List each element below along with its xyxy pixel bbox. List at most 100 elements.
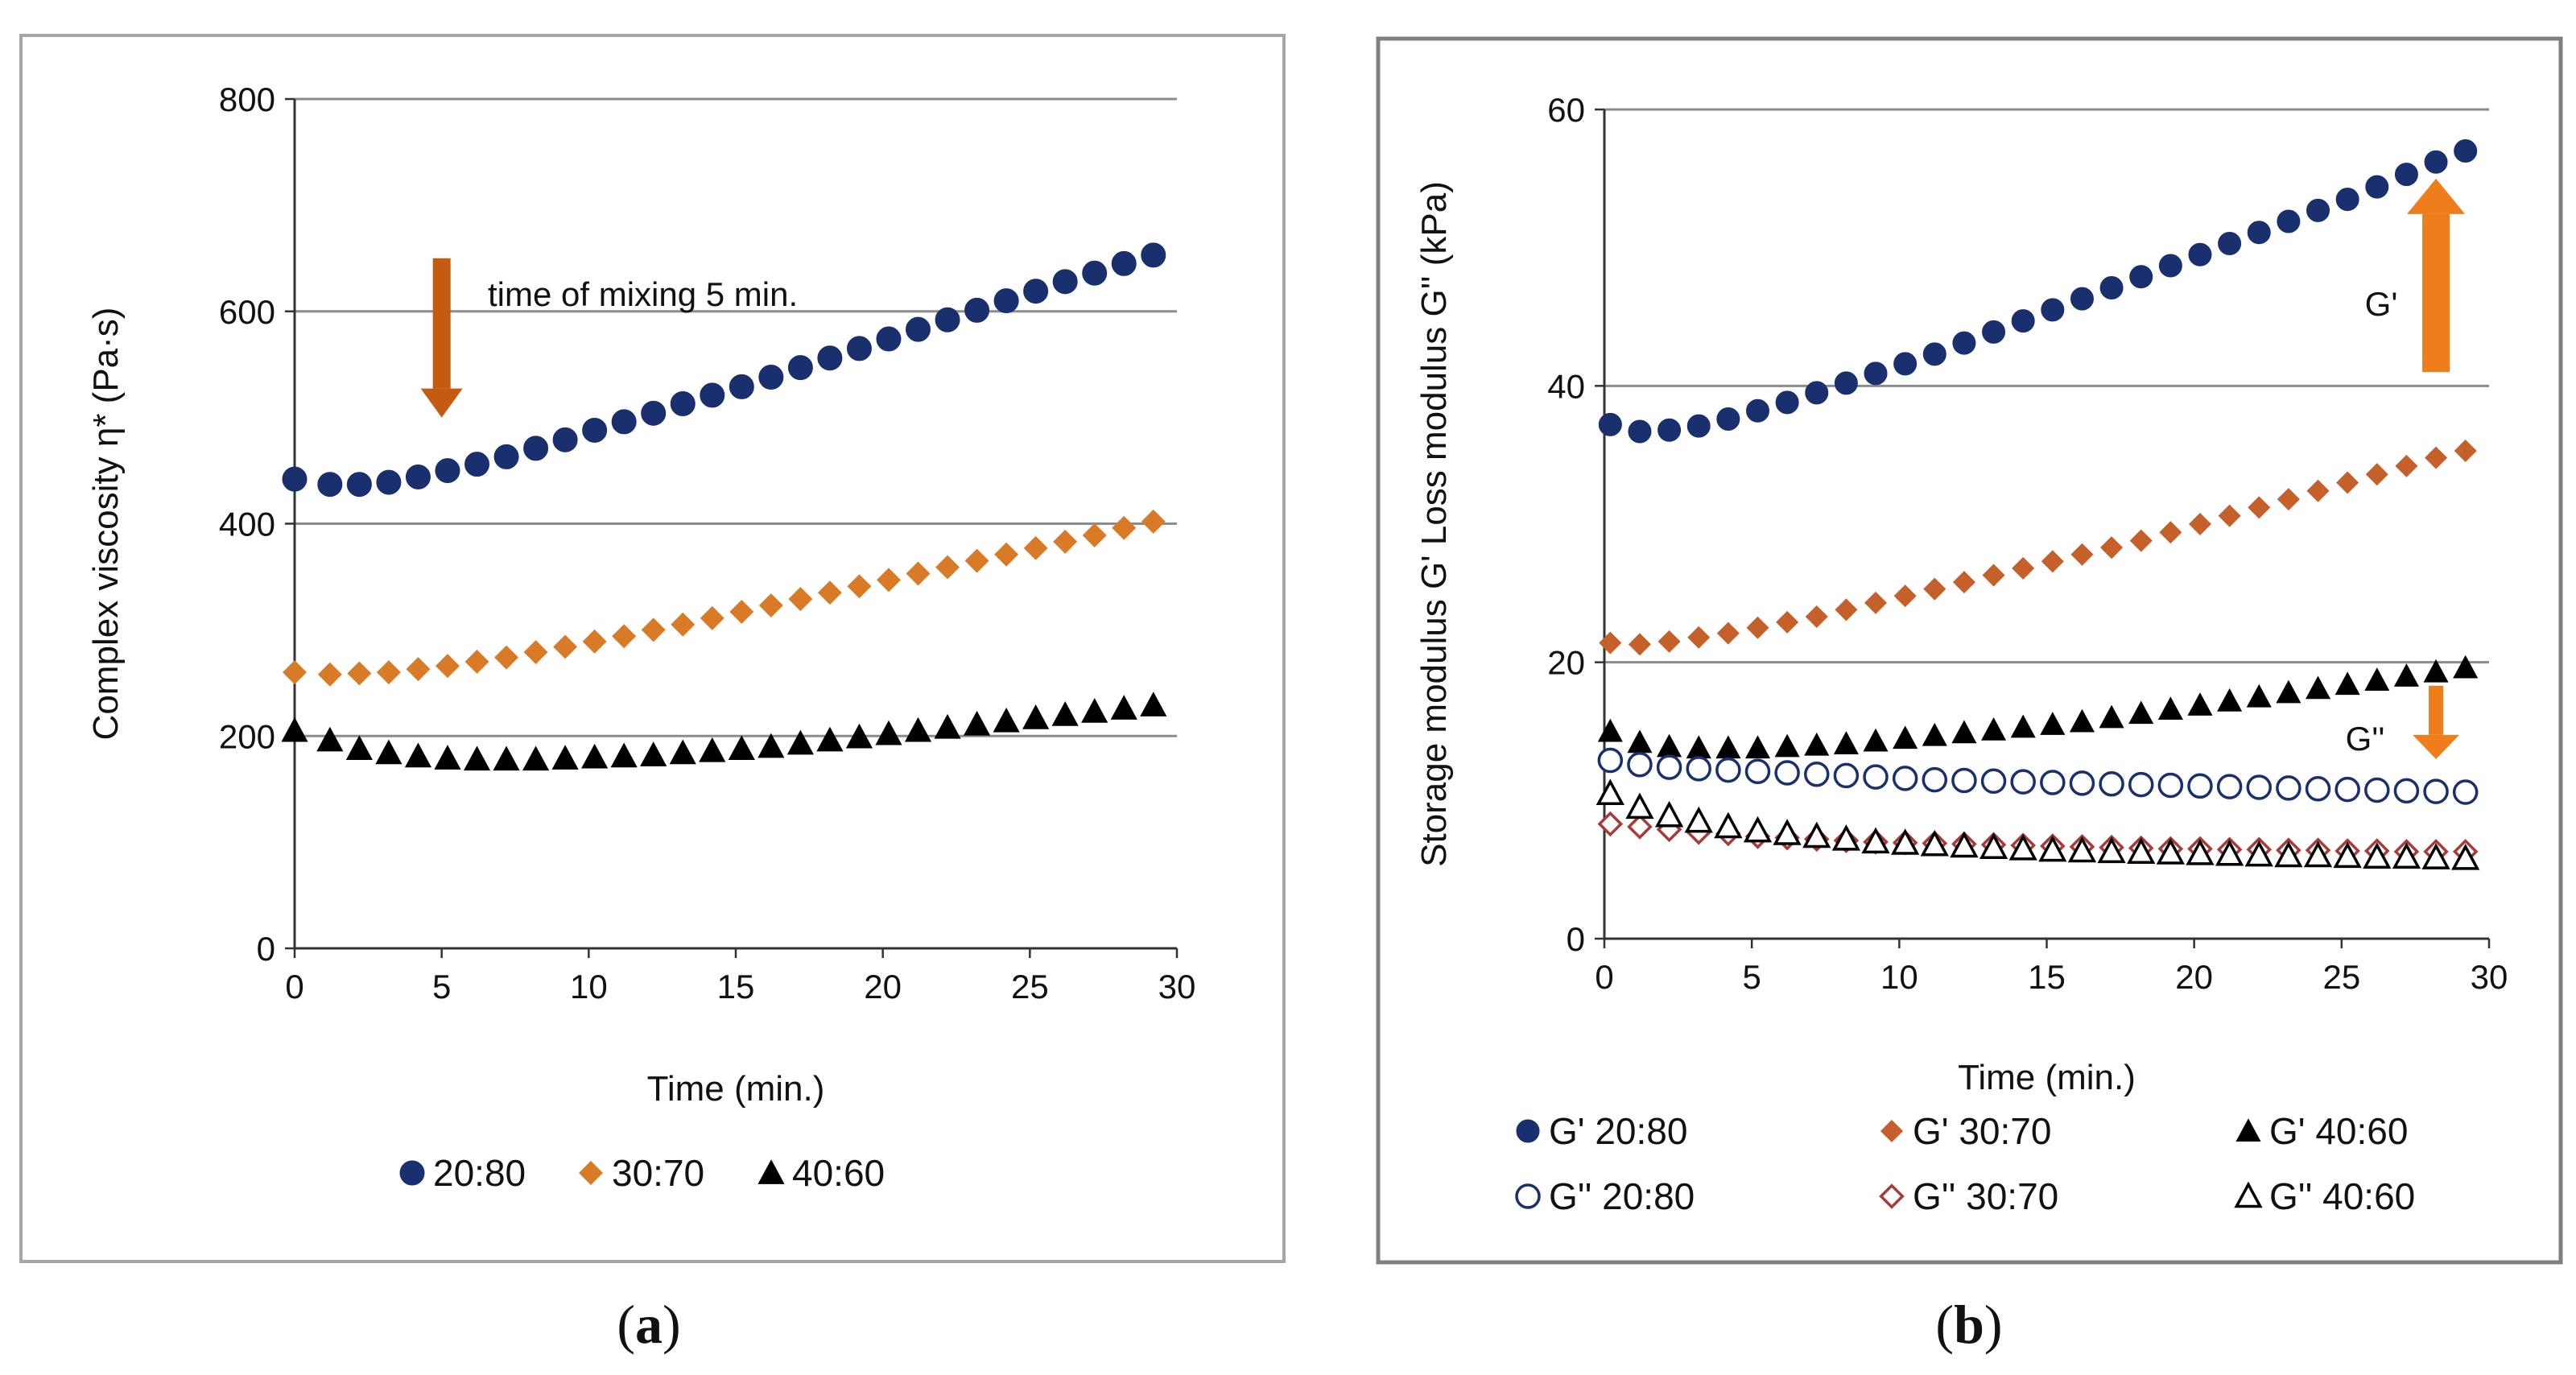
data-point (2365, 463, 2388, 486)
data-point (2067, 836, 2097, 863)
x-tick-label: 30 (2471, 958, 2508, 996)
data-point (404, 742, 432, 768)
data-point (2306, 479, 2330, 502)
data-point (1861, 827, 1890, 854)
data-point (1022, 704, 1050, 729)
x-tick-label: 15 (2028, 958, 2066, 996)
legend-label: G'' 40:60 (2269, 1175, 2415, 1217)
data-point (2070, 543, 2094, 566)
y-tick-label: 0 (257, 930, 275, 968)
data-point (758, 733, 785, 758)
data-point (2041, 550, 2064, 573)
data-point (2277, 488, 2300, 511)
y-tick-label: 200 (219, 717, 275, 755)
data-point (2010, 769, 2036, 795)
data-point (610, 742, 638, 768)
data-point (877, 568, 901, 593)
panel-a-label: (a) (617, 1294, 680, 1355)
series-30-70 (283, 509, 1166, 687)
data-point (2423, 659, 2449, 683)
data-point (641, 400, 667, 426)
series-40-60 (281, 692, 1167, 771)
annotation-arrow-g-double-prime-shaft (2429, 685, 2444, 735)
data-point (2305, 775, 2331, 802)
series-20-80 (282, 242, 1166, 498)
data-point (993, 288, 1019, 314)
data-point (1597, 747, 1624, 774)
data-point (2336, 471, 2359, 494)
data-point (581, 743, 609, 769)
data-point (552, 427, 578, 452)
data-point (1804, 761, 1830, 787)
data-point (1893, 725, 1918, 749)
data-point (2421, 843, 2450, 869)
data-point (2246, 774, 2273, 800)
data-point (551, 745, 579, 770)
data-point (2157, 696, 2183, 721)
data-point (2306, 198, 2330, 222)
legend-marker (1880, 1119, 1904, 1143)
data-point (1628, 419, 1652, 444)
data-point (2276, 679, 2301, 704)
data-point (2363, 842, 2392, 869)
data-point (2364, 667, 2390, 691)
data-point (700, 382, 725, 408)
data-point (786, 729, 814, 755)
x-axis-label: Time (min.) (647, 1069, 825, 1109)
x-tick-label: 15 (717, 968, 755, 1005)
data-point (788, 587, 813, 612)
data-point (2453, 654, 2479, 679)
data-point (2099, 275, 2124, 299)
data-point (729, 599, 754, 624)
y-axis-label: Complex viscosity η* (Pa·s) (86, 308, 126, 741)
data-point (1599, 631, 1622, 654)
data-point (2129, 529, 2153, 552)
x-axis-label: Time (min.) (1958, 1058, 2136, 1097)
y-tick-label: 800 (219, 81, 275, 118)
data-point (376, 469, 402, 495)
legend-label: 30:70 (612, 1152, 704, 1194)
data-point (641, 617, 666, 642)
data-point (553, 634, 578, 659)
data-point (317, 472, 343, 498)
data-point (2127, 837, 2156, 864)
data-point (1981, 717, 2007, 741)
data-point (1081, 698, 1108, 723)
data-point (1082, 523, 1107, 547)
data-point (2188, 242, 2212, 266)
data-point (963, 710, 991, 736)
data-point (1627, 751, 1653, 778)
data-point (2247, 221, 2271, 245)
data-point (2128, 771, 2154, 798)
data-point (817, 345, 843, 371)
data-point (435, 458, 460, 484)
data-point (1891, 828, 1920, 855)
data-point (2010, 714, 2036, 738)
data-point (2303, 840, 2333, 868)
series-G-30-70 (1599, 440, 2477, 656)
data-point (2305, 675, 2331, 700)
data-point (1892, 766, 1918, 791)
data-point (1951, 720, 1977, 744)
data-point (2040, 712, 2066, 735)
data-point (1627, 814, 1653, 840)
data-point (464, 452, 490, 477)
annotation-arrow-a-head (420, 388, 463, 418)
x-tick-label: 30 (1158, 968, 1196, 1005)
data-point (2334, 671, 2360, 696)
data-point (2069, 770, 2095, 796)
data-point (2216, 774, 2243, 799)
data-point (2070, 287, 2094, 311)
data-point (2424, 150, 2448, 174)
data-point (1716, 407, 1740, 431)
data-point (1831, 824, 1861, 851)
data-point (2393, 663, 2419, 687)
data-point (2128, 700, 2154, 725)
data-point (1802, 821, 1831, 849)
data-point (2365, 175, 2389, 199)
data-point (787, 355, 813, 381)
data-point (1864, 361, 1888, 386)
data-point (2244, 840, 2273, 867)
data-point (2012, 556, 2035, 580)
